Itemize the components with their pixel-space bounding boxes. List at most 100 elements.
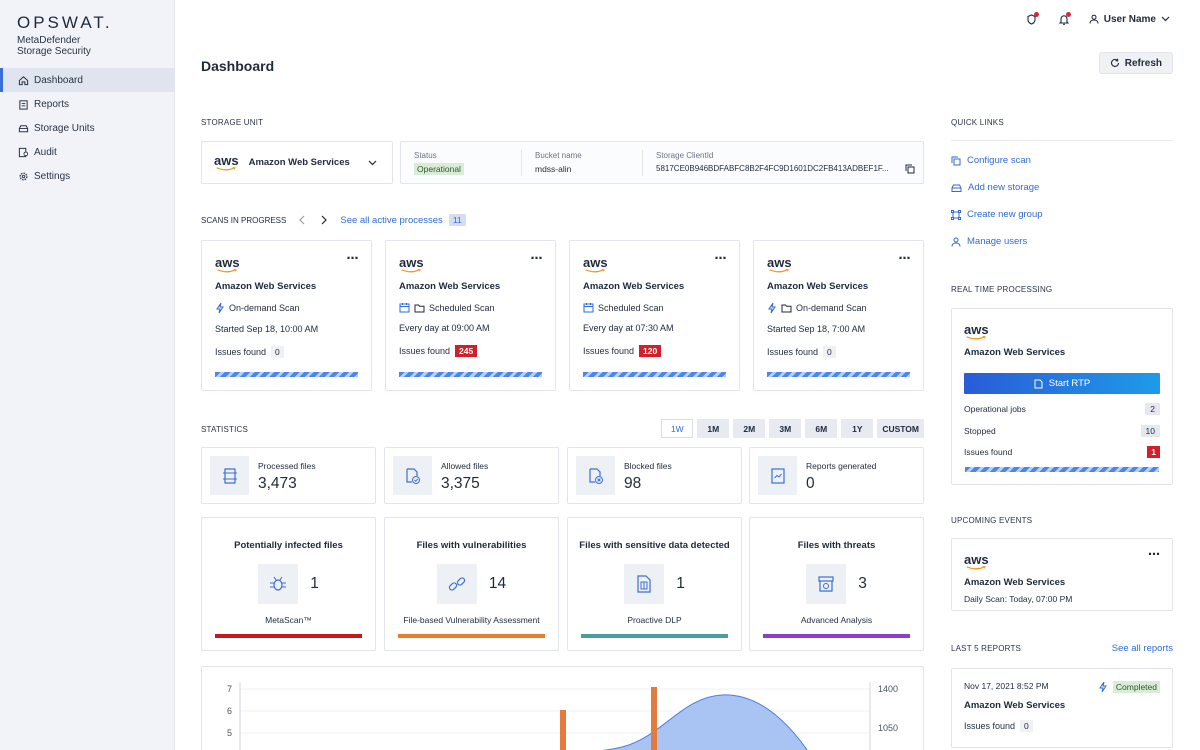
report-card[interactable]: Nov 17, 2021 8:52 PM Completed Amazon We… (951, 668, 1173, 748)
detail-engine: MetaScan™ (265, 615, 312, 625)
detail-value: 3 (858, 575, 867, 592)
issues-count: 0 (823, 346, 836, 358)
more-options-icon[interactable]: ⋯ (714, 251, 727, 265)
see-all-processes-link[interactable]: See all active processes (340, 214, 443, 226)
aws-logo: aws (964, 322, 989, 340)
sidebar-item-reports[interactable]: Reports (0, 92, 175, 116)
detail-title: Files with sensitive data detected (579, 540, 730, 551)
quick-link-configure-scan[interactable]: Configure scan (951, 155, 1031, 166)
upcoming-events-section-label: UPCOMING EVENTS (951, 516, 1033, 525)
detail-card[interactable]: Potentially infected files 1 MetaScan™ (201, 517, 376, 651)
detail-card[interactable]: Files with vulnerabilities 14 File-based V… (384, 517, 559, 651)
start-rtp-button[interactable]: Start RTP (964, 373, 1160, 394)
notifications-button[interactable] (1057, 10, 1071, 28)
upcoming-event-card[interactable]: aws ⋯ Amazon Web Services Daily Scan: To… (951, 538, 1173, 611)
shield-alert-icon (1027, 13, 1036, 25)
quick-link-create-group[interactable]: Create new group (951, 209, 1043, 220)
range-button-6m[interactable]: 6M (805, 419, 838, 438)
detail-card[interactable]: Files with sensitive data detected 1 Proac… (567, 517, 742, 651)
storage-unit-select[interactable]: aws Amazon Web Services (201, 141, 393, 184)
sidebar-item-settings[interactable]: Settings (0, 164, 175, 188)
bell-icon (1058, 14, 1069, 25)
active-count-badge: 11 (448, 214, 466, 226)
scan-issues: Issues found 120 (583, 345, 726, 357)
issues-count: 0 (1020, 720, 1033, 732)
sidebar-item-dashboard[interactable]: Dashboard (0, 68, 175, 92)
range-button-2m[interactable]: 2M (733, 419, 766, 438)
rtp-row-value: 2 (1145, 403, 1160, 415)
range-button-3m[interactable]: 3M (769, 419, 802, 438)
sidebar-item-audit[interactable]: Audit (0, 140, 175, 164)
stat-value: 3,473 (258, 475, 297, 492)
detail-icon-box (806, 564, 847, 604)
scan-card[interactable]: aws ⋯ Amazon Web Services Scheduled Scan Eve… (385, 240, 556, 391)
notifications-secondary-button[interactable] (1025, 10, 1039, 28)
see-all-reports-link[interactable]: See all reports (1111, 643, 1173, 654)
scan-card[interactable]: aws ⋯ Amazon Web Services On-demand Scan Sta… (753, 240, 924, 391)
more-options-icon[interactable]: ⋯ (898, 251, 911, 265)
bug-icon (270, 576, 287, 591)
status-badge: Completed (1112, 681, 1160, 693)
range-button-custom[interactable]: CUSTOM (877, 419, 924, 438)
report-issues: Issues found 0 (964, 720, 1160, 732)
detail-title: Files with vulnerabilities (416, 540, 527, 551)
refresh-button[interactable]: Refresh (1098, 52, 1173, 74)
storage-unit-info: Status Operational Bucket name mdss-alin… (400, 141, 924, 184)
range-button-1m[interactable]: 1M (697, 419, 730, 438)
divider (521, 150, 522, 176)
chevron-down-icon (1161, 16, 1170, 22)
copy-icon[interactable] (905, 164, 915, 174)
topbar: User Name (1025, 10, 1170, 28)
scan-card[interactable]: aws ⋯ Amazon Web Services On-demand Scan Sta… (201, 240, 372, 391)
notification-dot (1065, 12, 1071, 17)
time-range-selector: 1W 1M 2M 3M 6M 1Y CUSTOM (661, 419, 924, 438)
logo[interactable]: OPSWAT. MetaDefender Storage Security (17, 13, 113, 57)
quick-link-manage-users[interactable]: Manage users (951, 236, 1027, 247)
scan-type: Scheduled Scan (583, 302, 726, 313)
user-icon (1089, 14, 1099, 24)
document-icon (1034, 379, 1043, 388)
detail-icon-box (624, 564, 665, 604)
reports-section-label: LAST 5 REPORTS (951, 644, 1022, 653)
rtp-row-label: Operational jobs (964, 404, 1026, 414)
quick-link-label: Create new group (967, 209, 1043, 220)
event-schedule: Daily Scan: Today, 07:00 PM (964, 594, 1160, 604)
more-options-icon[interactable]: ⋯ (530, 251, 543, 265)
quick-link-label: Manage users (967, 236, 1028, 247)
user-menu[interactable]: User Name (1089, 14, 1170, 25)
rtp-provider: Amazon Web Services (964, 347, 1066, 358)
detail-color-bar (763, 634, 910, 638)
detail-engine: Proactive DLP (627, 615, 682, 625)
folder-icon (414, 304, 425, 312)
storage-unit-selected: Amazon Web Services (248, 157, 350, 168)
gear-icon (19, 171, 28, 181)
chevron-right-icon[interactable] (320, 215, 328, 225)
scan-type-label: Scheduled Scan (598, 302, 664, 313)
detail-engine: File-based Vulnerability Assessment (403, 615, 540, 625)
quick-link-add-storage[interactable]: Add new storage (951, 182, 1039, 193)
divider (642, 150, 643, 176)
issues-label: Issues found (767, 347, 819, 357)
bucket-field: Bucket name mdss-alin (535, 151, 582, 174)
sidebar-item-label: Reports (34, 98, 70, 110)
rtp-row-value: 1 (1147, 446, 1160, 458)
scan-card[interactable]: aws ⋯ Amazon Web Services Scheduled Scan Eve… (569, 240, 740, 391)
stat-label: Blocked files (624, 461, 672, 471)
detail-card[interactable]: Files with threats 3 Advanced Analysis (749, 517, 924, 651)
detail-icon-box (258, 564, 299, 604)
detail-title: Potentially infected files (234, 540, 343, 551)
more-options-icon[interactable]: ⋯ (1148, 547, 1160, 561)
issues-count: 245 (455, 345, 478, 357)
sidebar-item-storage-units[interactable]: Storage Units (0, 116, 175, 140)
start-rtp-label: Start RTP (1048, 378, 1091, 389)
range-button-1y[interactable]: 1Y (841, 419, 874, 438)
range-button-1w[interactable]: 1W (661, 419, 694, 438)
more-options-icon[interactable]: ⋯ (346, 251, 359, 265)
page-title: Dashboard (201, 58, 275, 74)
aws-logo: aws (583, 255, 608, 273)
stat-card: Allowed files 3,375 (384, 447, 559, 504)
chevron-left-icon[interactable] (298, 215, 306, 225)
bolt-icon (768, 302, 776, 314)
rtp-section-label: REAL TIME PROCESSING (951, 285, 1053, 294)
issues-label: Issues found (215, 347, 267, 357)
